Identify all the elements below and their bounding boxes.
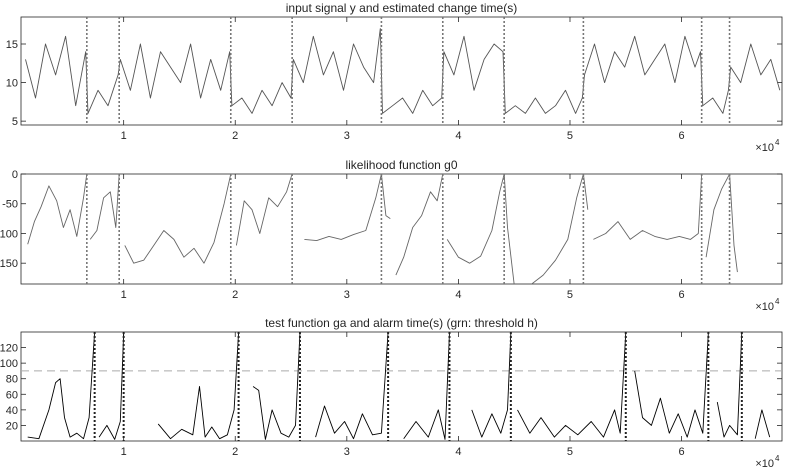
panel1-ytick-label: 10 [6,78,18,90]
panel1-x-exponent-power: 4 [775,138,780,147]
panel1-xtick-label: 5 [567,130,573,142]
panel3-plot-area [21,332,782,441]
panel2: likelihood function g0 1 2 3 4 5 6 0 -50 -100 -150… [0,158,783,313]
panel2-plot-area [27,174,738,284]
panel3-x-exponent-power: 4 [775,454,780,463]
panel3-ytick-label: 120 [0,343,18,355]
panel2-series-line [27,174,738,284]
panel1-xtick-label: 3 [344,130,350,142]
panel1-xtick-label: 1 [121,130,127,142]
panel3-ytick-label: 100 [0,358,18,370]
panel1: input signal y and estimated change time… [6,1,783,154]
panel2-axes [20,173,783,285]
panel2-title: likelihood function g0 [345,158,457,172]
panel3-ytick-label: 60 [6,389,18,401]
panel3-ytick-label: 80 [6,374,18,386]
panel1-axes [20,16,783,126]
panel3-axes [20,331,783,442]
panel2-x-exponent-power: 4 [775,297,780,306]
panel1-plot-area [25,17,781,125]
panel2-x-exponent: ×10 [755,301,774,313]
panel2-xtick-label: 2 [232,289,238,301]
panel3-x-exponent: ×10 [755,458,774,470]
panel2-ytick-label: -50 [2,199,18,211]
panel3-xtick-label: 1 [121,446,127,458]
panel3-xtick-label: 2 [232,446,238,458]
panel2-xtick-label: 1 [121,289,127,301]
panel2-xtick-label: 5 [567,289,573,301]
panel3-xtick-label: 3 [344,446,350,458]
panel2-xtick-label: 3 [344,289,350,301]
panel2-ytick-label: -100 [0,228,18,240]
panel1-ytick-label: 5 [12,116,18,128]
panel1-xtick-label: 4 [455,130,461,142]
panel2-ytick-label: 0 [12,169,18,181]
panel1-xtick-label: 2 [232,130,238,142]
panel2-xtick-label: 4 [455,289,461,301]
panel3-ytick-label: 20 [6,420,18,432]
panel1-xtick-label: 6 [679,130,685,142]
panel3: test function ga and alarm time(s) (grn:… [0,316,783,470]
panel1-title: input signal y and estimated change time… [286,1,517,15]
panel2-xtick-label: 6 [679,289,685,301]
panel3-title: test function ga and alarm time(s) (grn:… [265,316,538,330]
panel2-ytick-label: -150 [0,258,18,270]
panel3-xtick-label: 6 [679,446,685,458]
panel3-ytick-label: 40 [6,405,18,417]
panel3-xtick-label: 4 [455,446,461,458]
panel1-ytick-label: 15 [6,39,18,51]
panel3-series-line [27,332,771,440]
panel1-x-exponent: ×10 [755,142,774,154]
panel1-series-line [25,28,781,114]
panel3-xtick-label: 5 [567,446,573,458]
